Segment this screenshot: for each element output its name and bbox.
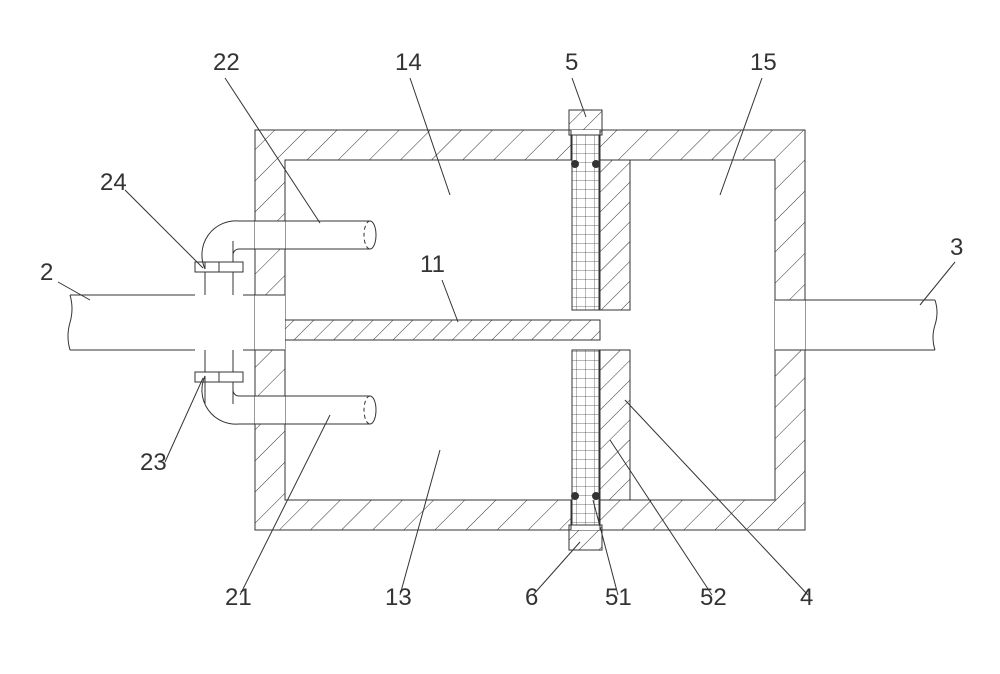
leader-24 bbox=[125, 190, 203, 268]
label-6: 6 bbox=[525, 584, 538, 611]
inlet-opening bbox=[255, 295, 285, 350]
pipe-3-break bbox=[933, 300, 937, 350]
label-14: 14 bbox=[395, 49, 422, 76]
label-4: 4 bbox=[800, 584, 813, 611]
label-21: 21 bbox=[225, 584, 252, 611]
label-11: 11 bbox=[420, 251, 445, 278]
label-24: 24 bbox=[100, 169, 127, 196]
pipe-2-break bbox=[68, 295, 72, 350]
opening-22 bbox=[255, 221, 285, 249]
opening-21 bbox=[255, 396, 285, 424]
label-3: 3 bbox=[950, 234, 963, 261]
outlet-opening bbox=[775, 300, 805, 350]
label-13: 13 bbox=[385, 584, 412, 611]
partition-11 bbox=[285, 320, 600, 340]
elbow-22-end-back bbox=[364, 221, 370, 249]
elbow-21-outer bbox=[202, 376, 370, 424]
label-15: 15 bbox=[750, 49, 777, 76]
partition-4-upper bbox=[600, 160, 630, 310]
label-22: 22 bbox=[213, 49, 240, 76]
seal-dot bbox=[592, 160, 600, 168]
label-5: 5 bbox=[565, 49, 578, 76]
label-2: 2 bbox=[40, 259, 53, 286]
label-23: 23 bbox=[140, 449, 167, 476]
elbow-21-inner bbox=[233, 382, 370, 396]
elbow-21-end-front bbox=[370, 396, 376, 424]
leader-2 bbox=[58, 282, 90, 300]
seal-dot bbox=[571, 160, 579, 168]
partition-4-lower bbox=[600, 350, 630, 500]
leader-23 bbox=[165, 378, 203, 462]
elbow-22-end-front bbox=[370, 221, 376, 249]
leader-11 bbox=[442, 280, 458, 322]
elbow-22-inner bbox=[233, 249, 370, 262]
label-51: 51 bbox=[605, 584, 632, 611]
label-52: 52 bbox=[700, 584, 727, 611]
leader-3 bbox=[920, 262, 955, 305]
seal-dot bbox=[592, 492, 600, 500]
leader-6 bbox=[533, 542, 580, 595]
elbow-21-end-back bbox=[364, 396, 370, 424]
seal-dot bbox=[571, 492, 579, 500]
